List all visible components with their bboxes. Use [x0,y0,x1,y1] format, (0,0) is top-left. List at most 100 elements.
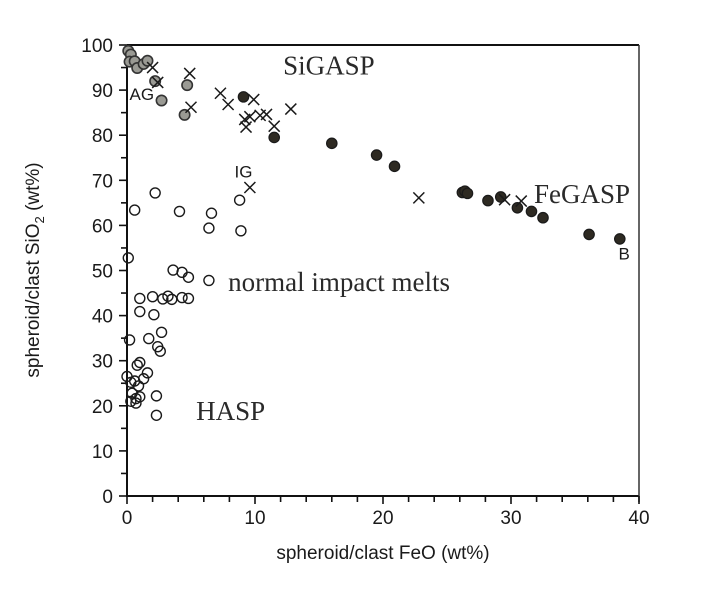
dark-point [461,187,474,200]
open-point [131,359,143,371]
cross-point [240,121,253,134]
open-point [235,225,247,237]
x-tick-label: 10 [244,508,265,529]
cross-point [498,193,511,206]
annotation-hasp: HASP [196,396,265,426]
cross-point [268,120,281,133]
dark-point [268,131,280,144]
y-tick-label: 10 [92,442,113,463]
y-axis-title-units: (wt%) [23,162,44,216]
cross-point [515,195,528,208]
cross-point [260,108,273,121]
dark-point [370,149,383,161]
open-point [149,187,161,199]
open-point [134,292,146,305]
cross-point [151,76,164,89]
open-point [182,292,195,305]
y-tick-label: 80 [92,126,113,147]
y-axis-title-subscript: 2 [32,216,47,223]
open-point [150,390,163,402]
data-points [121,44,626,421]
y-tick-label: 100 [81,36,113,57]
cross-point [243,181,256,194]
annotation-ig: IG [235,163,253,182]
open-point [143,332,155,345]
open-point [146,290,159,303]
cross-point [412,191,425,204]
open-point [162,290,174,302]
open-point [155,326,168,338]
series-crosses [146,61,528,208]
gray-point [178,108,191,121]
open-point [148,308,160,321]
series-gray-filled [122,44,194,121]
cross-point [247,93,260,106]
open-point [134,356,146,369]
dark-point [525,205,538,218]
dark-point [494,191,507,203]
dark-point [511,202,524,214]
annotation-normal-impact-melts: normal impact melts [228,267,450,297]
series-dark-filled [237,91,626,245]
open-point [233,194,246,206]
dark-point [537,211,549,224]
gray-point [155,94,168,107]
gray-point [181,79,194,92]
series-open-circles [121,187,247,421]
open-point [173,205,186,218]
cross-point [284,103,297,116]
x-axis-ticks: 0 10 20 30 40 [122,496,650,529]
cross-point [243,110,256,123]
open-point [182,271,195,283]
annotation-ag: AG [130,85,155,104]
open-point [141,367,154,379]
open-point [203,222,215,234]
y-axis-ticks: 0 10 20 30 40 50 60 70 80 90 100 [81,36,127,508]
open-point [134,305,146,318]
y-axis-title-main: spheroid/clast SiO [23,223,44,377]
open-point [152,341,164,353]
open-point [203,274,215,287]
annotation-b: B [619,245,630,264]
open-point [128,204,141,216]
y-axis-title: spheroid/clast SiO2 (wt%) [23,162,47,377]
x-tick-label: 40 [628,508,649,529]
dark-point [388,160,401,173]
dark-point [237,91,250,103]
cross-point [183,67,196,80]
open-point [150,409,163,421]
y-tick-label: 40 [92,307,113,328]
open-point [122,252,134,264]
x-tick-label: 30 [500,508,521,529]
cross-point [214,87,227,100]
open-point [132,380,145,392]
open-point [125,395,137,407]
cross-point [146,61,159,74]
x-tick-label: 0 [122,508,133,529]
open-point [130,397,142,409]
dark-point [583,228,595,241]
x-tick-label: 20 [372,508,393,529]
open-point [134,391,146,403]
y-tick-label: 0 [102,487,113,508]
annotations: SiGASP FeGASP normal impact melts HASP AG IG B [130,50,631,426]
cross-point [222,98,235,111]
y-tick-label: 50 [92,262,113,283]
y-tick-label: 70 [92,171,113,192]
open-point [176,266,188,279]
open-point [176,291,188,304]
open-point [205,207,218,219]
x-axis-title: spheroid/clast FeO (wt%) [276,543,489,564]
dark-point [482,194,494,207]
gray-point [141,54,154,67]
gray-point [149,75,162,88]
open-point [123,334,136,346]
annotation-sigasp: SiGASP [283,50,375,80]
dark-point [613,233,626,245]
y-tick-label: 30 [92,352,113,373]
annotation-fegasp: FeGASP [534,179,630,209]
y-tick-label: 90 [92,81,113,102]
cross-point [184,101,198,114]
dark-point [325,137,338,150]
